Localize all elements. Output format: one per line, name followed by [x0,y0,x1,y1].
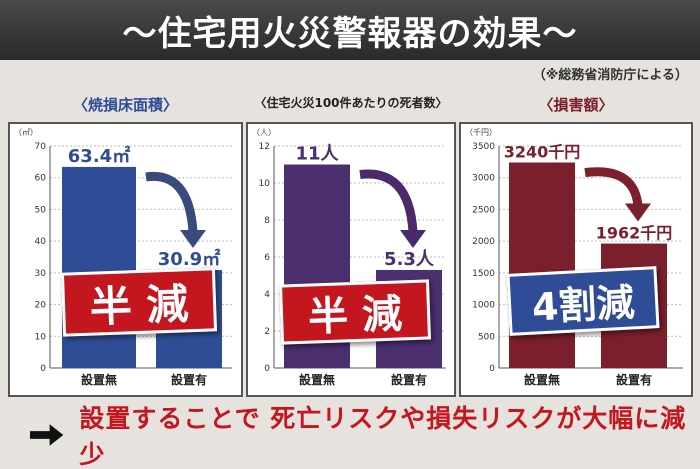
y-axis-unit-label: （㎡） [14,128,38,137]
stamp-halved-floor-area: 半 減 [60,267,218,337]
decrease-arrow-head [625,203,651,222]
panel-deaths: （人） 0 2 4 6 8 10 12 11人設置無 5.3人設置有 [246,122,456,397]
y-tick-label: 4 [264,290,270,300]
data-label: 1962千円 [596,224,673,243]
y-tick-label: 2000 [472,237,495,247]
y-axis-unit-label: （人） [252,128,276,137]
y-tick-label: 6 [264,253,270,263]
x-tick-label: 設置有 [616,372,652,387]
bar-設置無 [62,166,136,368]
y-tick-label: 1000 [472,301,495,311]
stamp-40pct-reduction: 4割減 [506,266,660,336]
y-tick-label: 10 [259,179,271,189]
y-tick-label: 2 [264,327,270,337]
panel-title-floor-area: 〈焼損床面積〉 [72,96,178,114]
y-tick-label: 10 [35,332,47,342]
panel-damage: （千円） 0 500 1000 1500 2000 2500 3000 3500 3240千円設置… [459,122,693,397]
y-tick-label: 0 [489,364,495,374]
y-tick-label: 1500 [472,269,495,279]
y-tick-label: 30 [35,269,47,279]
data-label: 5.3人 [384,249,435,270]
y-tick-label: 0 [40,364,46,374]
decrease-arrow-head [400,229,426,248]
decrease-arrow-shaft [584,167,643,207]
x-tick-label: 設置無 [299,372,335,387]
x-tick-label: 設置無 [524,372,560,387]
y-tick-label: 12 [259,142,270,152]
conclusion-row: 設置することで 死亡リスクや損失リスクが大幅に減少 [0,400,700,469]
data-label: 11人 [295,144,339,165]
arrow-right-icon [30,423,64,446]
title-bar: 〜住宅用火災警報器の効果〜 [0,0,700,60]
x-tick-label: 設置有 [391,372,427,387]
y-tick-label: 500 [478,332,495,342]
y-tick-label: 70 [35,142,47,152]
bar-chart-damage: （千円） 0 500 1000 1500 2000 2500 3000 3500 3240千円設置… [465,127,683,387]
y-tick-label: 40 [35,237,47,247]
y-tick-label: 0 [264,364,270,374]
panel-title-damage: 〈損害額〉 [538,96,614,114]
data-label: 3240千円 [504,142,581,161]
y-tick-label: 3500 [472,142,495,152]
decrease-arrow-shaft [359,169,418,233]
y-tick-label: 20 [35,301,47,311]
y-tick-label: 8 [264,216,270,226]
stamp-halved-deaths: 半 減 [278,279,432,345]
x-tick-label: 設置無 [81,372,117,387]
decrease-arrow-head [180,230,206,249]
y-tick-label: 3000 [472,174,495,184]
decrease-arrow-shaft [145,171,198,233]
bar-設置無 [509,162,575,368]
chart-title: 〜住宅用火災警報器の効果〜 [122,13,578,54]
y-tick-label: 2500 [472,205,495,215]
conclusion-text: 設置することで 死亡リスクや損失リスクが大幅に減少 [79,403,687,469]
source-note: （※総務省消防庁による） [532,68,688,83]
x-tick-label: 設置有 [171,372,207,387]
data-label: 30.9㎡ [158,248,220,270]
y-tick-label: 50 [35,205,47,215]
y-tick-label: 60 [35,174,47,184]
panel-title-deaths: 〈住宅火災100件あたりの死者数〉 [254,96,448,110]
data-label: 63.4㎡ [68,145,130,167]
y-axis-unit-label: （千円） [465,127,497,137]
